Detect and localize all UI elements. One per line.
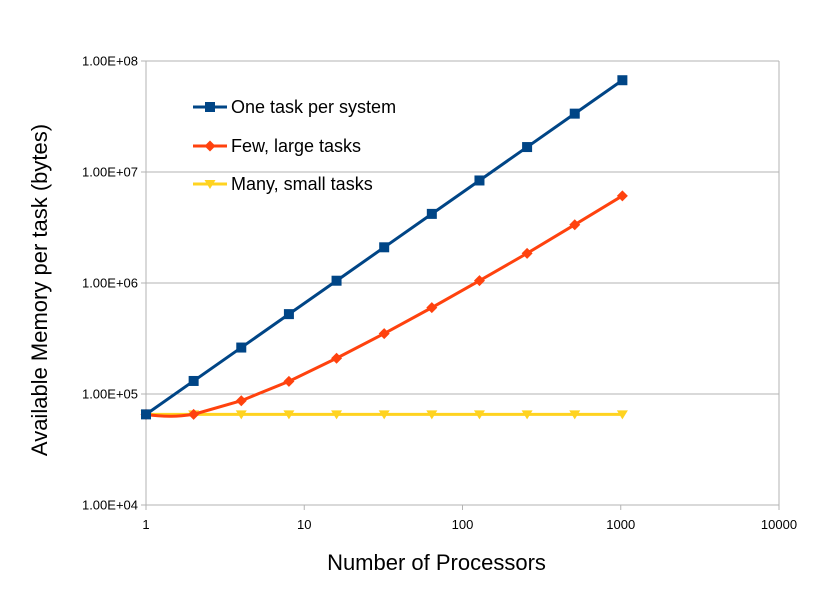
data-point xyxy=(188,375,199,386)
legend-marker xyxy=(205,102,215,112)
data-point xyxy=(521,410,533,420)
data-point xyxy=(617,75,628,86)
y-tick-label: 1.00E+06 xyxy=(82,276,138,291)
data-point xyxy=(188,408,200,420)
data-point xyxy=(235,410,247,420)
legend-marker xyxy=(204,140,216,152)
x-tick-label: 1000 xyxy=(606,517,635,532)
axes xyxy=(141,60,780,510)
data-point xyxy=(522,142,533,153)
x-tick-label: 10 xyxy=(297,517,311,532)
data-point xyxy=(378,328,390,340)
data-point xyxy=(569,410,581,420)
data-point xyxy=(235,395,247,407)
series xyxy=(140,75,628,420)
legend-label: Many, small tasks xyxy=(231,174,373,194)
data-point xyxy=(331,275,342,286)
y-axis-title: Available Memory per task (bytes) xyxy=(27,124,52,456)
x-tick-label: 100 xyxy=(452,517,474,532)
x-tick-label: 1 xyxy=(142,517,149,532)
data-point xyxy=(283,309,294,320)
series-diamond xyxy=(140,190,628,420)
data-point xyxy=(426,302,438,314)
data-point xyxy=(331,410,343,420)
gridlines xyxy=(146,60,779,506)
y-tick-label: 1.00E+08 xyxy=(82,54,138,69)
legend-label: One task per system xyxy=(231,97,396,117)
data-point xyxy=(473,410,485,420)
data-point xyxy=(616,410,628,420)
data-point xyxy=(283,410,295,420)
y-tick-label: 1.00E+05 xyxy=(82,387,138,402)
series-triangle-down xyxy=(140,410,628,420)
data-point xyxy=(426,410,438,420)
data-point xyxy=(521,247,533,259)
x-tick-labels: 1 10 100 1000 10000 xyxy=(142,517,797,532)
data-point xyxy=(426,208,437,219)
legend: One task per system Few, large tasks Many,… xyxy=(193,97,396,194)
x-axis-title: Number of Processors xyxy=(327,550,546,575)
data-point xyxy=(569,219,581,231)
data-point xyxy=(569,108,580,119)
data-point xyxy=(378,410,390,420)
data-point xyxy=(331,352,343,364)
legend-marker xyxy=(204,180,216,189)
x-tick-label: 10000 xyxy=(761,517,797,532)
y-tick-label: 1.00E+04 xyxy=(82,498,138,513)
data-point xyxy=(473,275,485,287)
legend-label: Few, large tasks xyxy=(231,136,361,156)
series-line xyxy=(145,194,624,418)
data-point xyxy=(283,375,295,387)
data-point xyxy=(474,175,485,186)
y-tick-label: 1.00E+07 xyxy=(82,165,138,180)
data-point xyxy=(379,242,390,253)
data-point xyxy=(141,409,151,420)
series-square xyxy=(141,75,628,420)
data-point xyxy=(616,190,628,202)
y-tick-labels: 1.00E+04 1.00E+05 1.00E+06 1.00E+07 1.00E+08 xyxy=(82,54,138,513)
data-point xyxy=(236,342,247,353)
